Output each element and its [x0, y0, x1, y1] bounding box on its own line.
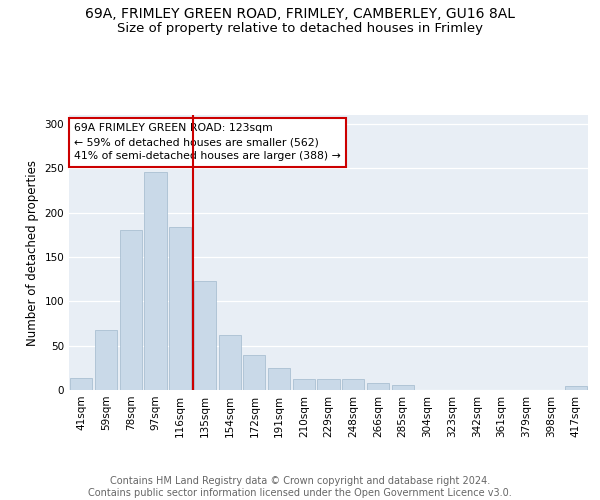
Bar: [218, 335, 241, 390]
Bar: [194, 281, 216, 390]
Bar: [145, 172, 167, 390]
Bar: [367, 383, 389, 390]
Bar: [268, 368, 290, 390]
Text: 69A, FRIMLEY GREEN ROAD, FRIMLEY, CAMBERLEY, GU16 8AL: 69A, FRIMLEY GREEN ROAD, FRIMLEY, CAMBER…: [85, 8, 515, 22]
Bar: [243, 354, 265, 390]
Bar: [342, 380, 364, 390]
Bar: [392, 384, 414, 390]
Bar: [95, 330, 117, 390]
Text: 69A FRIMLEY GREEN ROAD: 123sqm
← 59% of detached houses are smaller (562)
41% of: 69A FRIMLEY GREEN ROAD: 123sqm ← 59% of …: [74, 123, 341, 161]
Text: Size of property relative to detached houses in Frimley: Size of property relative to detached ho…: [117, 22, 483, 35]
Bar: [70, 378, 92, 390]
Bar: [565, 386, 587, 390]
Y-axis label: Number of detached properties: Number of detached properties: [26, 160, 39, 346]
Bar: [293, 380, 315, 390]
Text: Contains HM Land Registry data © Crown copyright and database right 2024.
Contai: Contains HM Land Registry data © Crown c…: [88, 476, 512, 498]
Bar: [169, 227, 191, 390]
Bar: [317, 380, 340, 390]
Bar: [119, 230, 142, 390]
